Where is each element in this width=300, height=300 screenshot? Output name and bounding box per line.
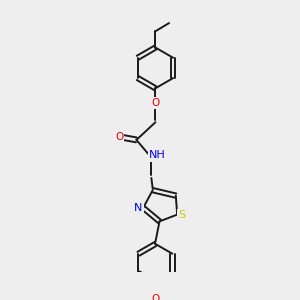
Text: N: N — [134, 203, 142, 213]
Text: O: O — [115, 132, 123, 142]
Text: O: O — [151, 98, 160, 108]
Text: O: O — [151, 294, 160, 300]
Text: S: S — [178, 210, 186, 220]
Text: NH: NH — [149, 150, 166, 161]
